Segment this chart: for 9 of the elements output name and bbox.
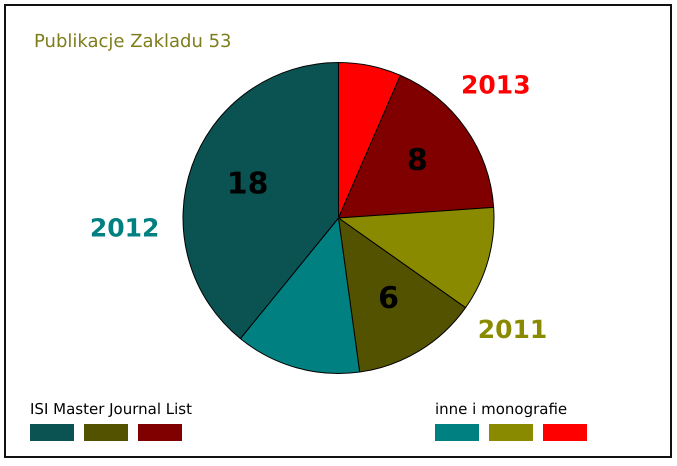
data-label: 18 (226, 166, 269, 202)
text: inne i monografie (435, 400, 568, 418)
slice-label: 2011 (478, 314, 548, 344)
data-label: 6 (378, 281, 400, 316)
slice-label: 2012 (90, 214, 160, 243)
slice-label: 2013 (461, 70, 531, 100)
chart-title: Publikacje Zakladu 53 (34, 31, 232, 52)
data-label: 8 (406, 143, 428, 178)
text: ISI Master Journal List (30, 400, 192, 418)
